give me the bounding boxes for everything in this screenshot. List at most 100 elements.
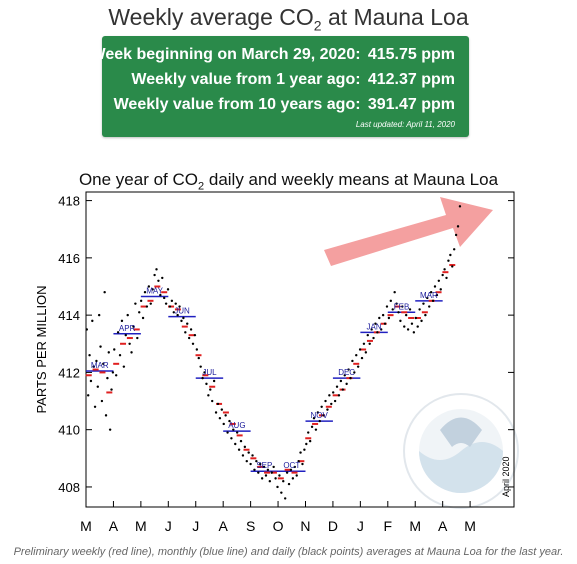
daily-point (259, 462, 262, 466)
daily-point (134, 302, 137, 305)
x-tick-label: J (192, 518, 199, 534)
daily-point (108, 428, 112, 431)
daily-point (316, 411, 320, 414)
month-label: OCT (283, 461, 300, 470)
chart-caption: Preliminary weekly (red line), monthly (… (13, 546, 564, 558)
daily-point (147, 285, 151, 288)
daily-point (347, 368, 350, 371)
daily-point (299, 451, 302, 454)
x-tick-label: A (109, 518, 119, 534)
daily-point (362, 342, 366, 345)
daily-point (136, 336, 139, 340)
daily-point (380, 328, 383, 331)
x-tick-label: M (80, 518, 92, 534)
daily-point (372, 336, 375, 340)
daily-point (187, 336, 191, 340)
summary-panel: Week beginning on March 29, 2020: 415.75… (91, 36, 469, 137)
daily-point (268, 480, 272, 483)
daily-point (439, 288, 442, 291)
daily-point (176, 313, 179, 317)
summary-value: 415.75 ppm (367, 46, 455, 63)
daily-point (356, 365, 360, 368)
x-tick-label: M (409, 518, 421, 534)
month-label: APR (119, 324, 136, 333)
daily-point (374, 322, 377, 325)
trend-arrow (324, 197, 493, 266)
daily-point (449, 253, 452, 257)
daily-point (132, 325, 135, 328)
daily-point (456, 225, 460, 228)
daily-point (245, 459, 248, 463)
daily-point (424, 313, 427, 317)
daily-point (96, 385, 99, 388)
daily-point (401, 305, 404, 308)
x-tick-label: F (384, 518, 393, 534)
daily-point (410, 322, 414, 325)
daily-point (276, 485, 279, 489)
daily-point (433, 285, 437, 288)
daily-point (443, 268, 446, 271)
daily-point (353, 371, 356, 374)
daily-point (360, 356, 364, 360)
daily-point (264, 474, 268, 477)
daily-point (93, 405, 97, 408)
daily-point (118, 354, 122, 357)
daily-point (395, 302, 398, 305)
daily-point (226, 431, 229, 434)
daily-point (97, 313, 101, 317)
daily-point (95, 359, 98, 363)
last-updated: Last updated: April 11, 2020 (355, 120, 455, 129)
daily-point (418, 308, 421, 311)
daily-point (399, 319, 402, 323)
daily-point (428, 305, 431, 308)
daily-point (345, 382, 348, 386)
x-tick-label: M (135, 518, 147, 534)
daily-point (289, 468, 293, 471)
page-title: Weekly average CO2 at Mauna Loa (108, 4, 469, 34)
daily-point (397, 311, 400, 314)
summary-label: Weekly value from 1 year ago: (131, 71, 361, 88)
month-label: FEB (394, 302, 410, 311)
daily-point (437, 279, 441, 282)
daily-point (168, 305, 172, 308)
daily-point (214, 411, 218, 414)
daily-point (305, 442, 308, 446)
x-tick-label: O (273, 518, 284, 534)
y-tick-label: 416 (58, 251, 80, 266)
daily-point (412, 331, 416, 334)
daily-point (128, 342, 131, 345)
daily-point (218, 417, 222, 420)
daily-point (212, 379, 216, 383)
daily-point (201, 376, 204, 380)
daily-point (149, 302, 152, 305)
daily-point (253, 468, 256, 471)
daily-point (162, 296, 166, 300)
daily-point (209, 388, 212, 391)
daily-point (241, 454, 245, 457)
daily-point (220, 408, 224, 411)
daily-point (291, 477, 295, 480)
daily-point (297, 459, 300, 463)
daily-point (314, 428, 318, 431)
daily-point (441, 273, 444, 277)
daily-point (170, 299, 174, 303)
y-tick-label: 408 (58, 480, 80, 495)
daily-point (193, 333, 197, 337)
daily-point (282, 480, 285, 483)
daily-point (203, 371, 206, 374)
month-label: NOV (311, 411, 329, 420)
month-label: SEP (256, 461, 272, 470)
summary-value: 412.37 ppm (367, 71, 455, 88)
daily-point (404, 313, 408, 317)
daily-point (451, 265, 454, 268)
daily-point (330, 402, 333, 406)
daily-point (195, 348, 199, 351)
daily-point (318, 419, 321, 423)
daily-point (99, 345, 102, 348)
daily-point (222, 422, 225, 426)
summary-label: Week beginning on March 29, 2020: (90, 46, 361, 63)
daily-point (197, 356, 200, 360)
daily-point (184, 331, 187, 334)
summary-label: Weekly value from 10 years ago: (113, 96, 361, 113)
daily-point (310, 425, 314, 429)
